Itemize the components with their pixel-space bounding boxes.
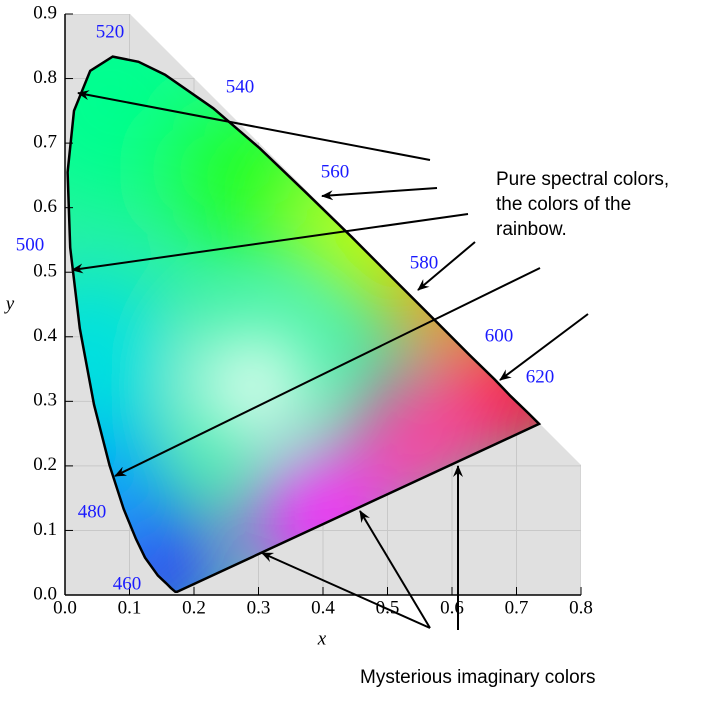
wavelength-label: 500 — [16, 234, 45, 255]
x-tick-label: 0.5 — [376, 597, 400, 618]
x-tick-label: 0.7 — [505, 597, 529, 618]
y-tick-label: 0.4 — [33, 325, 57, 346]
x-tick-label: 0.6 — [440, 597, 464, 618]
y-tick-label: 0.2 — [33, 454, 57, 475]
y-tick-label: 0.7 — [33, 131, 57, 152]
wavelength-label: 520 — [96, 21, 125, 42]
x-axis-label: x — [317, 628, 327, 649]
y-tick-label: 0.0 — [33, 583, 57, 604]
arrows — [71, 90, 589, 630]
y-tick-label: 0.3 — [33, 390, 57, 411]
x-tick-label: 0.4 — [311, 597, 335, 618]
y-tick-label: 0.9 — [33, 2, 57, 23]
y-tick-label: 0.1 — [33, 519, 57, 540]
wavelength-label: 560 — [321, 161, 350, 182]
annotation: Mysterious imaginary colors — [360, 667, 595, 688]
y-tick-label: 0.5 — [33, 261, 57, 282]
x-tick-label: 0.1 — [118, 597, 142, 618]
y-tick-label: 0.8 — [33, 67, 57, 88]
wavelength-label: 460 — [113, 573, 142, 594]
y-axis-label: y — [4, 293, 15, 314]
x-tick-label: 0.3 — [247, 597, 271, 618]
x-tick-label: 0.2 — [182, 597, 206, 618]
y-tick-label: 0.6 — [33, 196, 57, 217]
wavelength-label: 620 — [526, 366, 555, 387]
wavelength-label: 540 — [226, 76, 255, 97]
annotation: Pure spectral colors, — [496, 169, 669, 190]
wavelength-label: 580 — [410, 252, 439, 273]
x-tick-label: 0.0 — [53, 597, 77, 618]
wavelength-label: 600 — [485, 325, 514, 346]
spectral-locus — [66, 55, 542, 594]
x-tick-label: 0.8 — [569, 597, 593, 618]
wavelength-label: 480 — [78, 501, 107, 522]
annotation: rainbow. — [496, 219, 567, 240]
annotation: the colors of the — [496, 194, 631, 215]
